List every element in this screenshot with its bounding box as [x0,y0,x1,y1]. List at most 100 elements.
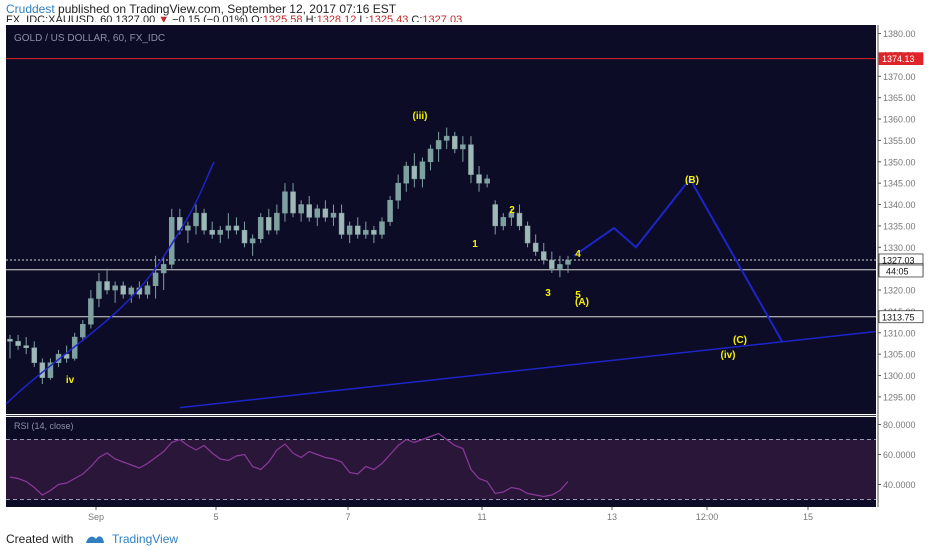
candle-body [452,135,458,150]
candle-body [80,323,86,338]
y-tick-label: 1320.00 [883,286,916,296]
candle-body [346,225,353,235]
candle-body [217,229,224,235]
author-link[interactable]: Cruddest [6,2,55,16]
candle-body [379,221,385,235]
candle-body [290,191,296,214]
wave-label: (A) [575,297,589,308]
rsi-tick-label: 40.0000 [883,480,916,490]
y-tick-label: 1330.00 [883,243,916,253]
candle-body [395,182,401,201]
candle-body [128,287,135,295]
wave-label: 4 [575,249,581,260]
candle-body [185,225,191,231]
candle-body [104,281,110,291]
x-tick-label: 12:00 [696,512,719,522]
candle-body [500,217,507,227]
wave-label: (C) [733,335,747,346]
candle-body [354,225,361,235]
candle-body [282,191,288,214]
y-tick-label: 1335.00 [883,221,916,231]
candle-body [266,217,272,231]
y-tick-label: 1340.00 [883,200,916,210]
candle-body [31,347,38,363]
candle-body [209,229,215,235]
candle-body [23,345,29,348]
candle-body [96,281,102,299]
chart-title: GOLD / US DOLLAR, 60, FX_IDC [14,33,165,44]
candle-body [565,259,571,265]
candle-body [387,200,393,222]
candle-body [484,178,490,184]
price-pane [6,25,876,414]
wave-label: 3 [545,288,551,299]
candle-body [403,165,410,184]
y-tick-label: 1345.00 [883,179,916,189]
candle-body [47,362,54,378]
candle-body [540,251,547,261]
candle-body [152,272,159,287]
candle-body [55,353,62,363]
wave-projection [573,177,783,342]
publish-line: Cruddest published on TradingView.com, S… [6,2,396,16]
candle-body [225,225,232,231]
candle-body [549,259,555,269]
low-label: L: [359,14,369,26]
x-tick-label: 5 [213,512,218,522]
candle-body [144,285,151,295]
candle-body [63,353,70,359]
candle-body [427,148,434,163]
candle-body [557,264,563,269]
candle-body [330,212,337,218]
rsi-tick-label: 60.0000 [883,450,916,460]
y-tick-label: 1380.00 [883,29,916,39]
candle-body [460,144,466,150]
curved-trendline [5,161,215,405]
candle-body [363,229,369,235]
publish-info: published on TradingView.com, September … [54,2,397,16]
wave-label: 1 [472,239,478,250]
candle-body [120,285,126,295]
wave-label: 2 [509,205,515,216]
price-tag-box [878,310,924,324]
candle-body [241,229,248,244]
candle-body [298,204,304,214]
candle-body [516,212,523,227]
candle-body [160,264,167,274]
y-tick-label: 1300.00 [883,371,916,381]
wave-label: (B) [685,175,699,186]
rsi-title: RSI (14, close) [14,421,74,431]
created-with-label: Created with [6,532,74,546]
close-label: C: [411,14,423,26]
candle-body [7,338,13,342]
rsi-tick-label: 80.0000 [883,420,916,430]
candle-body [257,217,264,239]
candle-body [322,208,329,218]
wave-label: (iii) [413,111,428,122]
candle-body [435,140,442,150]
countdown-label: 44:05 [886,266,909,276]
y-tick-label: 1295.00 [883,392,916,402]
candle-body [306,204,312,218]
tradingview-logo-icon [86,536,104,543]
candle-body [338,212,345,235]
down-arrow-icon: ▼ [158,14,170,26]
chart-area[interactable]: GOLD / US DOLLAR, 60, FX_IDC 1295.00 1300.… [0,22,932,526]
candle-body [201,212,207,231]
price-tag-box [878,52,924,65]
x-tick-label: 13 [607,512,617,522]
price-tag-label: 1313.75 [882,312,915,322]
y-tick-label: 1355.00 [883,136,916,146]
candle-body [476,174,482,184]
candle-body [112,285,118,291]
tradingview-brand[interactable]: TradingView [112,532,179,546]
open-label: O: [251,14,263,26]
wave-label: iv [66,375,75,386]
candle-body [419,161,426,180]
y-tick-label: 1310.00 [883,328,916,338]
candle-body [15,341,21,346]
y-tick-label: 1365.00 [883,93,916,103]
candle-body [371,229,377,235]
footer: Created with TradingView [0,526,932,550]
candle-body [314,208,321,218]
